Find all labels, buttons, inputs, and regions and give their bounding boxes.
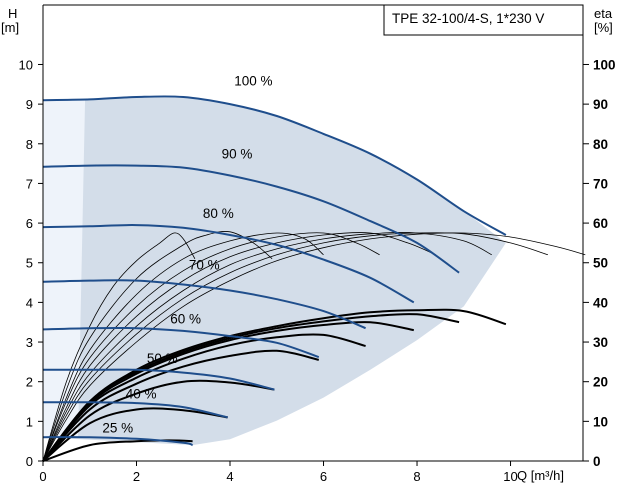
y2-tick-label: 30: [593, 335, 608, 350]
speed-label-70: 70 %: [189, 258, 220, 273]
y2-tick-label: 50: [593, 256, 608, 271]
x-tick-label: 4: [226, 469, 233, 484]
y-tick-label: 10: [19, 57, 33, 72]
speed-label-60: 60 %: [170, 311, 201, 326]
y2-tick-label: 10: [593, 414, 608, 429]
y2-tick-label: 100: [593, 57, 616, 72]
y2-axis-unit: [%]: [594, 20, 613, 35]
efficiency-curve-60: [42, 349, 320, 462]
thin-efficiency-curve-8: [42, 232, 586, 462]
head-curve-50: [42, 368, 275, 391]
tick-layer: 0 2 4 6 8 10012345678910010203040506070809010…: [19, 57, 616, 484]
thin-efficiency-layer: [42, 231, 586, 462]
y2-tick-label: 90: [593, 97, 608, 112]
y2-tick-label: 70: [593, 176, 608, 191]
x-tick-label: 8: [413, 469, 420, 484]
head-curve-layer: [42, 95, 507, 447]
y2-tick-label: 20: [593, 375, 608, 390]
y-tick-label: 3: [26, 335, 33, 350]
head-curve-100: [42, 95, 507, 236]
head-curve-90: [42, 164, 460, 274]
y-tick-label: 4: [26, 295, 33, 310]
x-tick-label: 6: [320, 469, 327, 484]
efficiency-curve-50: [42, 379, 275, 462]
y2-tick-label: 80: [593, 137, 608, 152]
low-flow-area: [43, 99, 86, 438]
efficiency-curve-40: [42, 407, 228, 462]
y2-axis-label: eta: [594, 6, 613, 21]
thin-efficiency-curve-7: [42, 232, 549, 462]
y-tick-label: 0: [26, 454, 33, 469]
efficiency-curve-80: [42, 321, 414, 462]
efficiency-curve-90: [42, 313, 460, 462]
head-curve-60: [42, 326, 320, 359]
y-tick-label: 6: [26, 216, 33, 231]
efficiency-curve-layer: [42, 308, 507, 462]
head-curve-25: [42, 436, 193, 447]
operating-area-layer: [43, 96, 506, 446]
speed-label-50: 50 %: [147, 351, 178, 366]
x-tick-label: 10: [503, 469, 517, 484]
y-tick-label: 8: [26, 137, 33, 152]
y2-tick-label: 40: [593, 295, 608, 310]
y2-tick-label: 0: [593, 454, 601, 469]
thin-efficiency-curve-3: [42, 232, 324, 462]
title-box: [383, 4, 584, 36]
y-tick-label: 1: [26, 414, 33, 429]
speed-label-100: 100 %: [234, 73, 272, 88]
curve-label-layer: 100 % 90 % 80 % 70 % 60 % 50 % 40 % 25 %: [102, 73, 272, 435]
x-axis-label: Q [m³/h]: [517, 468, 564, 483]
x-tick-label: 2: [133, 469, 140, 484]
y-tick-label: 5: [26, 256, 33, 271]
efficiency-curve-25: [42, 439, 193, 462]
head-curve-80: [42, 224, 415, 304]
y-tick-label: 9: [26, 97, 33, 112]
axes-frame: [42, 4, 584, 462]
efficiency-curve-100: [42, 308, 507, 462]
speed-label-90: 90 %: [222, 147, 253, 162]
y-axis-label: H: [8, 6, 17, 21]
y-tick-label: 7: [26, 176, 33, 191]
speed-label-25: 25 %: [102, 420, 133, 435]
x-tick-label: 0: [39, 469, 46, 484]
speed-label-80: 80 %: [203, 206, 234, 221]
y2-tick-label: 60: [593, 216, 608, 231]
chart-title: TPE 32-100/4-S, 1*230 V: [392, 11, 544, 26]
thin-efficiency-curve-1: [42, 232, 196, 462]
operating-area: [43, 96, 506, 446]
efficiency-curve-70: [42, 333, 366, 462]
y-tick-label: 2: [26, 375, 33, 390]
y-axis-unit: [m]: [1, 20, 19, 35]
head-curve-70: [42, 279, 366, 330]
speed-label-40: 40 %: [126, 387, 157, 402]
head-curve-40: [42, 401, 228, 419]
